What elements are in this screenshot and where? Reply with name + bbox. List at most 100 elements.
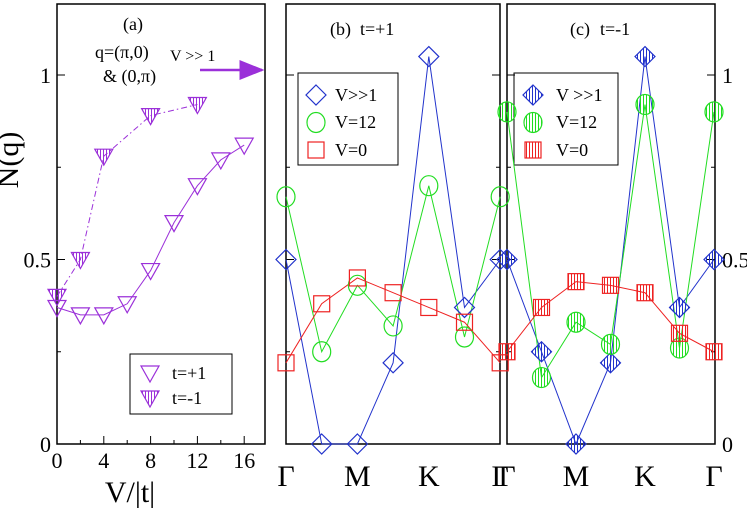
- panel-a-x-tick-label: 8: [145, 448, 156, 473]
- panel-a-annotation-q2: & (0,π): [103, 66, 156, 87]
- panel-c-frame: [506, 3, 716, 445]
- panel-c-series-2-point: [636, 284, 654, 302]
- panel-c-series-2-point: [532, 298, 551, 317]
- series-markers: [46, 45, 725, 455]
- panel-c-series-0-point: [496, 248, 518, 271]
- panel-c-label: (c): [570, 19, 590, 40]
- panel-a-y-tick-label: 0: [40, 432, 51, 457]
- panel-b-series-0-point: [310, 433, 333, 455]
- panel-c-series-2-point: [498, 343, 516, 361]
- panel-c-y-tick-label: 1: [722, 63, 733, 88]
- panel-b-series-1-point: [419, 175, 439, 197]
- legend-markers: [139, 84, 544, 409]
- panel-c-y-tick-label: 0: [722, 432, 733, 457]
- panel-a-legend-marker-0: [139, 365, 161, 384]
- panel-b-series-2-point: [277, 354, 295, 372]
- panel-a-series-0-point: [70, 307, 91, 326]
- panel-b-series-2-point: [420, 298, 438, 317]
- panel-c-legend-label-2: V=0: [556, 140, 588, 160]
- panel-a-series-0-point: [234, 137, 255, 156]
- panel-c-series-1-point: [497, 101, 517, 123]
- panel-a-series-1-point: [70, 251, 91, 270]
- panel-b-series-2-point: [348, 269, 366, 287]
- panel-c-x-tick-label: K: [634, 460, 656, 493]
- panel-c-title: t=-1: [600, 19, 630, 39]
- panel-c-series-1-point: [600, 333, 621, 355]
- panel-c-legend-label-0: V >>1: [556, 85, 602, 105]
- panel-b-x-tick-label: Γ: [277, 460, 294, 493]
- panel-c-series-0-point: [668, 296, 691, 319]
- panel-a-series-0-point: [93, 307, 114, 326]
- panel-a-label: (a): [123, 14, 143, 35]
- panel-b-legend-marker-2: [307, 141, 325, 159]
- panel-a-y-tick-label: 0.5: [24, 248, 52, 273]
- panel-a-frame: [56, 3, 266, 445]
- panel-a-series-0-point: [210, 152, 231, 171]
- panel-b-series-1-point: [276, 186, 296, 208]
- panel-a-x-tick-label: 4: [98, 448, 109, 473]
- panel-a-legend-marker-1: [139, 390, 161, 409]
- panel-b-legend-label-0: V>>1: [335, 85, 377, 105]
- panel-a-series-1-point: [140, 107, 161, 126]
- panel-b-frame: [285, 3, 501, 445]
- panel-b-legend: [297, 72, 399, 166]
- panel-b-series-0-point: [346, 433, 369, 455]
- panel-a-legend: [129, 353, 233, 415]
- panel-a-series-1-point: [93, 148, 114, 167]
- arrow-label: V >> 1: [170, 48, 215, 65]
- panel-b-legend-label-1: V=12: [335, 112, 376, 132]
- panel-c-series-2-point: [705, 343, 723, 361]
- panel-c-series-0-point: [599, 351, 622, 374]
- panel-c-series-0-point: [634, 45, 656, 68]
- panel-b-x-tick-label: Γ: [492, 460, 509, 493]
- panel-b-legend-label-2: V=0: [335, 140, 367, 160]
- y-axis-label: N(q): [0, 132, 25, 189]
- panel-c-legend-marker-1: [523, 111, 543, 134]
- panel-a-x-tick-label: 16: [233, 448, 255, 473]
- panel-c-legend-label-1: V=12: [556, 112, 597, 132]
- panel-b-label: (b): [330, 19, 351, 40]
- panel-b-x-tick-label: K: [418, 460, 440, 493]
- panel-b-series-0-point: [275, 248, 297, 271]
- panel-b-series-line-1: [285, 185, 501, 354]
- panel-c-x-tick-label: Γ: [498, 460, 515, 493]
- panel-b-series-line-2: [285, 277, 501, 364]
- panel-c-series-1-point: [635, 93, 655, 116]
- x-axis-label: V/|t|: [105, 476, 155, 508]
- panel-a-x-tick-label: 12: [186, 448, 208, 473]
- panel-b-series-1-point: [383, 315, 403, 337]
- panel-c-series-1-point: [531, 366, 552, 389]
- panel-c-series-2-point: [567, 273, 585, 291]
- panel-c-series-0-point: [703, 248, 725, 271]
- panel-b-x-tick-label: M: [344, 460, 371, 493]
- panel-b-series-2-point: [384, 284, 402, 302]
- panel-c-x-tick-label: Γ: [705, 460, 722, 493]
- panel-a-series-0-point: [163, 215, 185, 233]
- panel-b-series-1-point: [347, 274, 367, 296]
- panel-b-series-0-point: [382, 351, 404, 374]
- panel-c-legend-marker-0: [522, 84, 544, 106]
- panel-c-series-2-point: [670, 324, 689, 342]
- panel-b-legend-marker-1: [306, 111, 326, 134]
- panel-a-legend-label-0: t=+1: [172, 363, 206, 383]
- panel-c-series-0-point: [565, 433, 587, 455]
- panel-c-series-0-point: [530, 340, 553, 363]
- panel-b-series-0-point: [453, 296, 476, 319]
- panel-b-title: t=+1: [360, 19, 394, 39]
- panel-b-series-2-point: [313, 295, 331, 313]
- panel-b-series-1-point: [312, 341, 332, 363]
- panel-a-series-1-point: [187, 96, 208, 115]
- panel-b-legend-marker-0: [305, 84, 327, 106]
- panel-c-legend-marker-2: [524, 141, 542, 159]
- panel-a-series-line-1: [56, 104, 198, 297]
- panel-c-x-tick-label: M: [563, 460, 590, 493]
- panel-c-series-1-point: [566, 311, 586, 333]
- panel-a-legend-label-1: t=-1: [172, 388, 202, 408]
- panel-a-x-tick-label: 0: [52, 448, 63, 473]
- panel-b-series-0-point: [417, 45, 440, 68]
- panel-a-y-tick-label: 1: [40, 63, 51, 88]
- panel-a-series-1-point: [46, 288, 68, 307]
- panel-a-series-line-0: [56, 144, 245, 316]
- panel-b-series-line-0: [285, 56, 501, 445]
